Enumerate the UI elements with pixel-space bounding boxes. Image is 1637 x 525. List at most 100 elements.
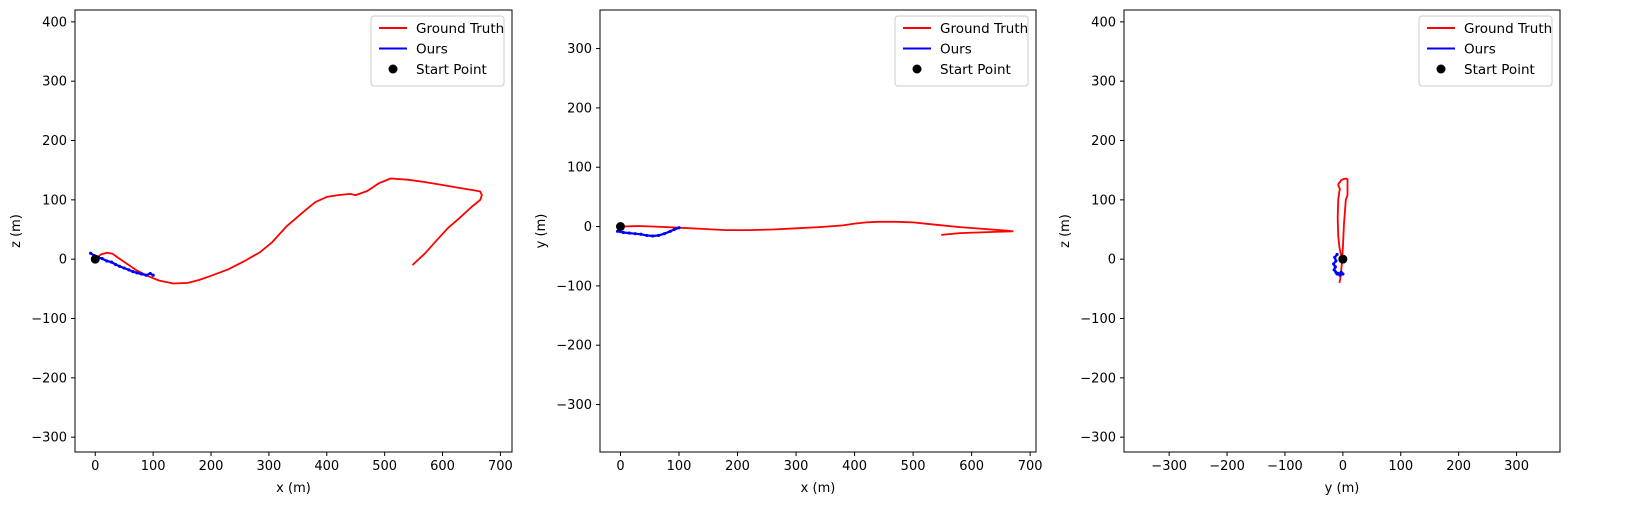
y-tick-label: −200	[556, 339, 592, 354]
y-tick-label: −200	[1080, 371, 1116, 386]
y-tick-label: −200	[31, 371, 67, 386]
plot-frame	[599, 9, 1037, 453]
ours-trajectory-point	[151, 273, 155, 277]
legend-label: Ours	[940, 42, 972, 58]
x-tick-label: 0	[616, 459, 624, 474]
ours-trajectory-point	[1332, 268, 1336, 272]
y-tick-label: 200	[42, 134, 67, 149]
legend: Ground Truth Ours Start Point	[370, 15, 505, 87]
y-tick-label: −300	[31, 431, 67, 446]
ours-trajectory-point	[651, 234, 655, 238]
ours-trajectory-point	[633, 232, 637, 236]
plot-frame	[74, 9, 513, 453]
x-tick-label: 200	[1446, 459, 1471, 474]
x-tick-label: 100	[1388, 459, 1413, 474]
ours-trajectory-point	[1335, 252, 1339, 257]
y-tick-label: −300	[1080, 431, 1116, 446]
x-tick-label: 700	[1018, 459, 1043, 474]
chart-panel-2: 0 100 200 300 400 500 600 700 −300 −200 −100 0 100 20…	[534, 9, 1043, 496]
y-tick-label: 100	[567, 161, 592, 176]
x-tick-label: 400	[314, 459, 339, 474]
x-tick-label: 0	[91, 459, 99, 474]
ours-trajectory-point	[127, 268, 131, 272]
y-axis-label: y (m)	[534, 214, 549, 249]
start-point-marker	[615, 222, 625, 232]
ours-trajectory-point	[662, 232, 666, 236]
legend-box	[370, 15, 505, 87]
x-tick-label: −300	[1151, 459, 1187, 474]
x-tick-label: 200	[199, 459, 224, 474]
ours-trajectory-point	[100, 256, 104, 261]
ours-trajectory-point	[131, 270, 135, 274]
ours-trajectory-point	[109, 260, 114, 264]
ours-trajectory-point	[122, 266, 126, 270]
x-tick-label: 700	[488, 459, 513, 474]
ours-trajectory-point	[117, 264, 122, 268]
legend-label: Start Point	[1464, 62, 1535, 78]
legend-box	[894, 15, 1029, 87]
ours-trajectory-point	[135, 271, 139, 275]
x-tick-label: 300	[256, 459, 281, 474]
x-axis-label: x (m)	[276, 481, 311, 496]
ours-trajectory-point	[656, 233, 661, 238]
y-axis-label: z (m)	[9, 214, 24, 248]
ours-trajectory-point	[105, 259, 109, 263]
ours-trajectory-point	[113, 262, 118, 267]
ours-trajectory-point	[1333, 265, 1337, 269]
legend-label: Ground Truth	[1464, 21, 1552, 37]
legend-label: Ours	[1464, 42, 1496, 58]
legend-marker-swatch	[912, 64, 922, 74]
ours-trajectory-point	[1332, 262, 1336, 266]
ours-trajectory-point	[621, 230, 626, 235]
x-tick-label: 0	[1339, 459, 1347, 474]
ours-trajectory-point	[89, 251, 93, 255]
ours-trajectory-point	[139, 272, 144, 276]
chart-panel-1: 0 100 200 300 400 500 600 700 −300 −200 −100 0 100 20…	[9, 9, 513, 496]
y-tick-label: 100	[1091, 193, 1116, 208]
ours-trajectory-point	[627, 231, 631, 235]
legend: Ground Truth Ours Start Point	[894, 15, 1029, 87]
y-tick-label: −300	[556, 398, 592, 413]
ours-trajectory-point	[677, 226, 681, 230]
y-tick-label: −100	[556, 279, 592, 294]
x-tick-label: 100	[667, 459, 692, 474]
ground-truth-line	[620, 220, 1014, 236]
legend: Ground Truth Ours Start Point	[1418, 15, 1553, 87]
ours-trajectory-point	[144, 273, 148, 277]
ours-trajectory-point	[672, 227, 676, 232]
y-axis-label: z (m)	[1058, 214, 1073, 248]
plot-frame	[1123, 9, 1561, 453]
x-tick-label: 500	[372, 459, 397, 474]
x-tick-label: 600	[959, 459, 984, 474]
legend-label: Ground Truth	[940, 21, 1028, 37]
ours-trajectory-point	[1334, 259, 1338, 263]
plot-area	[1332, 177, 1349, 284]
x-tick-label: 300	[784, 459, 809, 474]
ground-truth-line	[1336, 177, 1349, 284]
ours-trajectory-point	[1338, 273, 1342, 277]
y-tick-label: 200	[1091, 134, 1116, 149]
ours-trajectory-point	[639, 232, 643, 236]
ours-trajectory-line	[89, 252, 154, 277]
y-tick-label: 100	[42, 193, 67, 208]
y-tick-label: −100	[31, 312, 67, 327]
y-tick-label: −100	[1080, 312, 1116, 327]
y-tick-label: 200	[567, 101, 592, 116]
x-tick-label: 400	[842, 459, 867, 474]
y-tick-label: 300	[1091, 75, 1116, 90]
legend-label: Ours	[416, 42, 448, 58]
y-tick-label: 0	[59, 253, 67, 268]
start-point-marker	[90, 254, 100, 264]
y-tick-label: 400	[1091, 15, 1116, 30]
ours-trajectory-point	[645, 233, 649, 238]
legend-box	[1418, 15, 1553, 87]
x-axis-label: x (m)	[801, 481, 836, 496]
plot-area	[89, 177, 483, 285]
x-tick-label: 300	[1504, 459, 1529, 474]
legend-marker-swatch	[1436, 64, 1446, 74]
y-tick-label: 400	[42, 15, 67, 30]
chart-panel-3: −300 −200 −100 0 100 200 300 −300 −200 −100 0 100 20…	[1058, 9, 1561, 496]
x-axis-label: y (m)	[1325, 481, 1360, 496]
